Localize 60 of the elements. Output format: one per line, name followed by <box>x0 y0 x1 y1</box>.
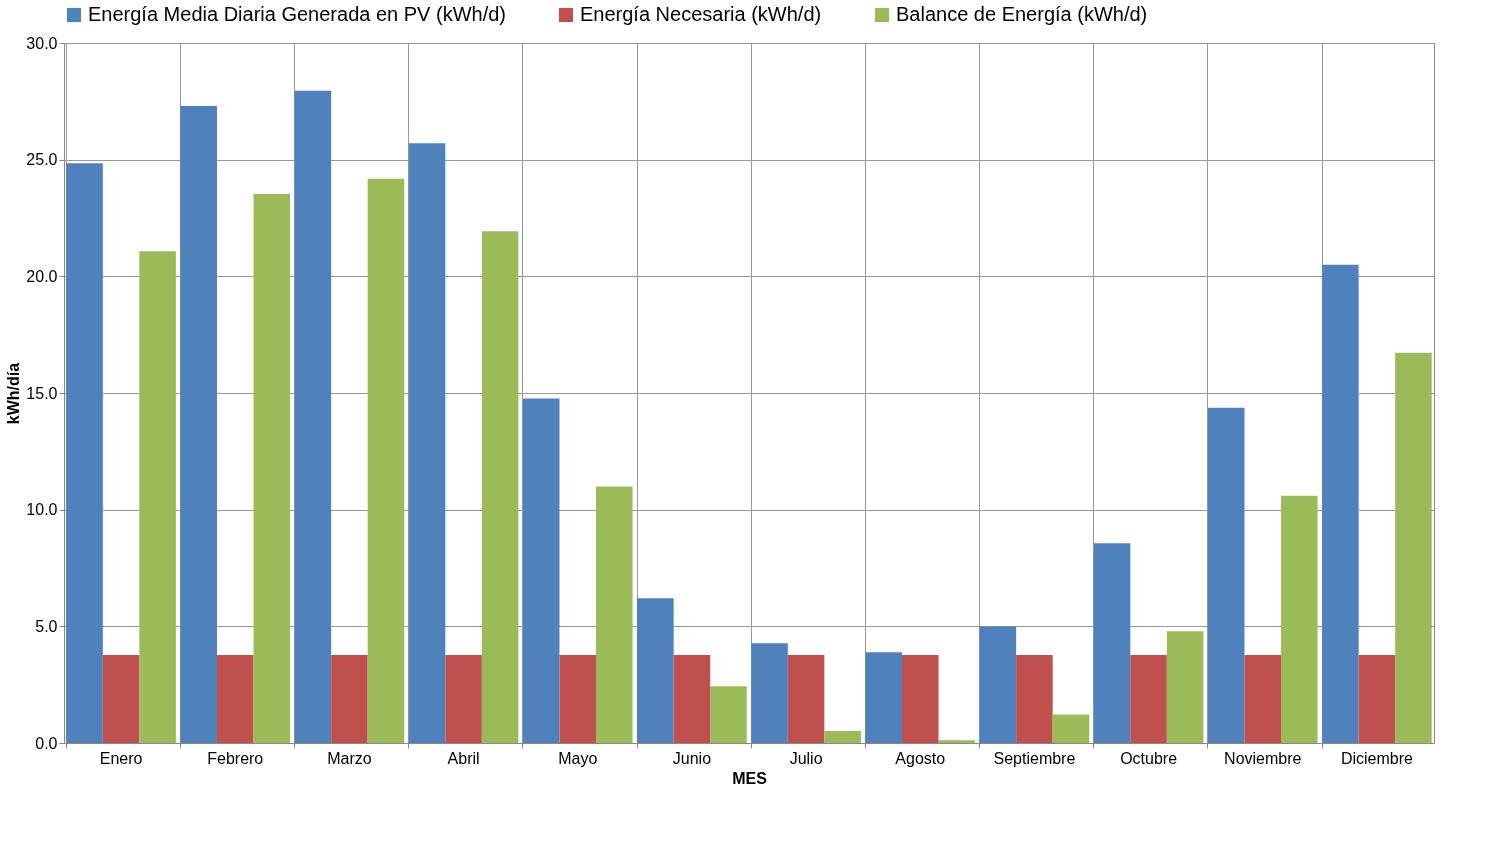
bar <box>1207 407 1245 743</box>
bar <box>216 655 254 743</box>
bar <box>1281 495 1318 743</box>
bar <box>1244 655 1282 743</box>
y-tick-label: 30.0 <box>26 34 58 52</box>
y-tick-label: 25.0 <box>26 151 58 169</box>
bar <box>481 231 519 743</box>
bar <box>1358 655 1396 743</box>
bar <box>331 655 368 743</box>
bar <box>1130 655 1167 743</box>
legend-label: Energía Necesaria (kWh/d) <box>580 3 822 25</box>
x-axis-title: MES <box>732 769 768 787</box>
bar <box>710 686 747 743</box>
legend-label: Balance de Energía (kWh/d) <box>896 3 1148 25</box>
bar <box>979 626 1017 743</box>
bar <box>865 652 902 743</box>
bar <box>367 178 405 743</box>
y-tick-label: 10.0 <box>26 501 58 519</box>
y-tick-label: 15.0 <box>26 384 58 402</box>
x-tick-label: Agosto <box>895 749 946 767</box>
x-tick-label: Mayo <box>558 749 598 767</box>
bar <box>1052 714 1090 743</box>
bar <box>253 193 291 743</box>
bar <box>787 655 825 743</box>
bar <box>1093 543 1131 743</box>
bar <box>751 643 788 743</box>
bar <box>901 655 939 743</box>
bar <box>294 90 332 743</box>
x-tick-label: Abril <box>447 749 480 767</box>
bar <box>1395 352 1432 743</box>
bar <box>673 655 711 743</box>
legend-label: Energía Media Diaria Generada en PV (kWh/d) <box>88 3 506 25</box>
x-tick-label: Julio <box>789 749 823 767</box>
x-tick-label: Marzo <box>327 749 372 767</box>
bar <box>559 655 597 743</box>
x-tick-label: Febrero <box>207 749 264 767</box>
y-tick-label: 5.0 <box>35 617 58 635</box>
x-tick-label: Enero <box>99 749 143 767</box>
bar <box>596 486 633 743</box>
x-tick-label: Junio <box>672 749 712 767</box>
bar <box>938 740 976 743</box>
bar <box>522 398 560 743</box>
bar <box>1016 655 1053 743</box>
bar <box>139 251 176 743</box>
bar <box>66 163 103 743</box>
bar <box>102 655 140 743</box>
bar <box>824 731 861 743</box>
x-tick-label: Octubre <box>1120 749 1178 767</box>
bar <box>180 106 217 743</box>
y-tick-label: 0.0 <box>35 734 58 752</box>
bar <box>637 598 674 743</box>
y-axis-title: kWh/día <box>5 362 23 425</box>
bar <box>1166 631 1204 743</box>
x-tick-label: Septiembre <box>993 749 1076 767</box>
x-tick-label: Noviembre <box>1224 749 1302 767</box>
bar <box>445 655 482 743</box>
y-tick-label: 20.0 <box>26 267 58 285</box>
bar <box>1322 264 1359 743</box>
bar <box>408 143 446 743</box>
x-tick-label: Diciembre <box>1340 749 1414 767</box>
